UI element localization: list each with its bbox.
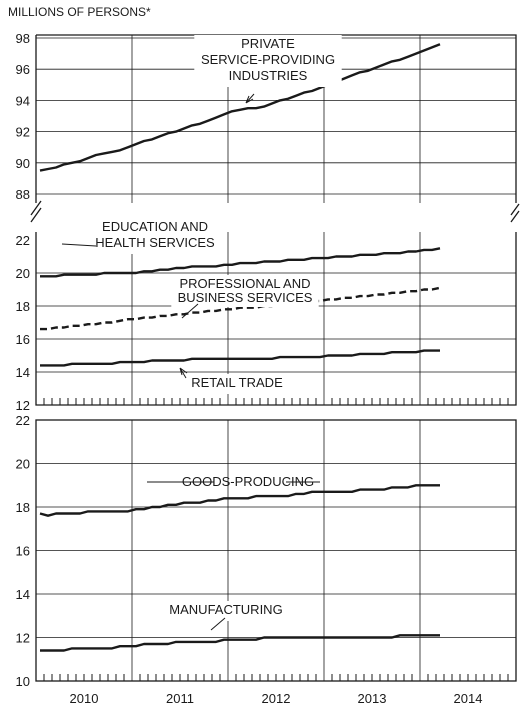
label-education-health-bg bbox=[89, 218, 221, 254]
bottom-panel-y-tick-label: 14 bbox=[16, 587, 30, 602]
label-retail-trade-bg bbox=[183, 374, 291, 394]
upper-panel-y-tick-label: 92 bbox=[16, 125, 30, 140]
label-professional-business-pointer bbox=[181, 303, 199, 319]
label-professional-business-text: BUSINESS SERVICES bbox=[178, 290, 313, 305]
series-manufacturing bbox=[40, 634, 440, 652]
lower-panel-y-tick-label: 18 bbox=[16, 299, 30, 314]
chart-series bbox=[39, 43, 441, 652]
bottom-panel-y-tick-label: 20 bbox=[16, 457, 30, 472]
label-goods-producing: GOODS-PRODUCING bbox=[147, 474, 320, 489]
label-retail-trade: RETAIL TRADE bbox=[179, 367, 291, 394]
lower-panel-y-tick-label: 14 bbox=[16, 365, 30, 380]
upper-panel-y-tick-label: 88 bbox=[16, 187, 30, 202]
label-private-service-providing-pointer bbox=[245, 93, 255, 104]
label-retail-trade-text: RETAIL TRADE bbox=[191, 375, 283, 390]
lower-panel-y-tick-label: 20 bbox=[16, 266, 30, 281]
label-private-service-providing-text: PRIVATE bbox=[241, 36, 295, 51]
axis-break-right-1 bbox=[510, 203, 520, 216]
upper-panel-y-tick-label: 90 bbox=[16, 156, 30, 171]
bottom-panel-y-tick-label: 22 bbox=[16, 413, 30, 428]
x-year-label: 2010 bbox=[70, 691, 99, 706]
x-year-label: 2012 bbox=[262, 691, 291, 706]
label-manufacturing-bg bbox=[168, 601, 284, 621]
label-manufacturing: MANUFACTURING bbox=[168, 601, 284, 631]
series-private-service-providing bbox=[39, 43, 441, 172]
upper-panel-y-tick-label: 94 bbox=[16, 93, 30, 108]
bottom-panel-y-tick-label: 12 bbox=[16, 631, 30, 646]
label-manufacturing-pointer bbox=[210, 617, 226, 631]
bottom-panel-y-tick-label: 16 bbox=[16, 544, 30, 559]
x-year-label: 2013 bbox=[358, 691, 387, 706]
series-goods-producing bbox=[39, 484, 440, 517]
axis-break-right-2 bbox=[510, 210, 520, 223]
label-education-health-text: HEALTH SERVICES bbox=[95, 235, 215, 250]
label-education-health-pointer bbox=[61, 243, 97, 247]
lower-panel-y-tick-label: 22 bbox=[16, 233, 30, 248]
lower-panel-y-tick-label: 12 bbox=[16, 398, 30, 413]
label-private-service-providing-bg bbox=[194, 35, 342, 87]
series-professional-business bbox=[40, 286, 441, 331]
upper-panel-y-tick-label: 96 bbox=[16, 62, 30, 77]
upper-panel-y-tick-label: 98 bbox=[16, 31, 30, 46]
series-retail-trade bbox=[40, 349, 440, 367]
chart-axes: 88 90 92 94 96 98 12 14 16 18 20 22 10 12 14 16 18 20 22 20… bbox=[16, 31, 509, 706]
unit-label: MILLIONS OF PERSONS* bbox=[8, 5, 151, 19]
label-retail-trade-pointer bbox=[179, 367, 188, 379]
label-manufacturing-text: MANUFACTURING bbox=[169, 602, 282, 617]
x-year-label: 2011 bbox=[166, 691, 194, 706]
bottom-panel-y-tick-label: 18 bbox=[16, 500, 30, 515]
x-year-label: 2014 bbox=[454, 691, 483, 706]
label-private-service-providing-text: SERVICE-PROVIDING bbox=[201, 52, 335, 67]
bottom-panel-y-tick-label: 10 bbox=[16, 674, 30, 689]
label-professional-business-bg bbox=[171, 275, 319, 307]
lower-panel-y-tick-label: 16 bbox=[16, 332, 30, 347]
label-private-service-providing-text: INDUSTRIES bbox=[229, 68, 308, 83]
label-professional-business-text: PROFESSIONAL AND bbox=[180, 276, 311, 291]
axis-break-left-1 bbox=[30, 200, 42, 216]
series-education-health bbox=[40, 247, 441, 278]
axis-break-left-2 bbox=[30, 207, 42, 223]
label-education-health-text: EDUCATION AND bbox=[102, 219, 208, 234]
label-goods-producing-text: GOODS-PRODUCING bbox=[182, 474, 314, 489]
